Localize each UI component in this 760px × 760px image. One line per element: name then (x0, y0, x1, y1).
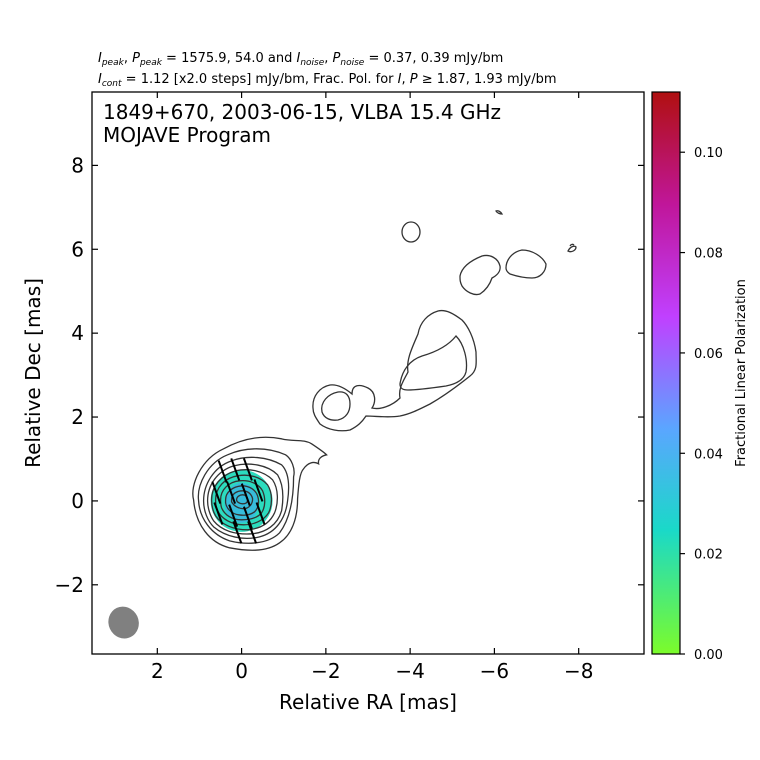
y-axis: −2 0 2 4 6 8 (55, 153, 644, 597)
evpa-vector (242, 458, 253, 481)
jet-blob-2 (505, 249, 547, 279)
colorbar-tick-label: 0.10 (694, 146, 723, 161)
y-axis-label: Relative Dec [mas] (21, 278, 45, 468)
x-tick-label: 0 (235, 659, 248, 683)
restoring-beam (108, 606, 139, 639)
evpa-vector (213, 502, 224, 525)
jet-blob-3 (401, 221, 421, 243)
evpa-vector (242, 506, 253, 530)
header-line-1: Ipeak, Ppeak = 1575.9, 54.0 and Inoise, … (98, 51, 503, 68)
evpa-vector (211, 481, 222, 504)
plot-frame (91, 91, 645, 655)
colorbar-tick-label: 0.02 (694, 548, 723, 563)
colorbar-tick-label: 0.04 (694, 447, 723, 462)
colorbar-tick-label: 0.08 (694, 247, 723, 262)
x-tick-label: −4 (395, 659, 424, 683)
x-axis: 2 0 −2 −4 −6 −8 (151, 92, 593, 683)
plot-title-line-1: 1849+670, 2003-06-15, VLBA 15.4 GHz (103, 100, 501, 124)
evpa-vector (228, 504, 239, 527)
plot-area: 1849+670, 2003-06-15, VLBA 15.4 GHz MOJA… (91, 91, 645, 655)
header-line-2: Icont = 1.12 [x2.0 steps] mJy/bm, Frac. … (98, 72, 557, 89)
jet-blob-1 (459, 254, 501, 296)
x-tick-label: −2 (311, 659, 340, 683)
x-tick-label: −8 (564, 659, 593, 683)
y-tick-label: 4 (71, 321, 84, 345)
colorbar-tick-label: 0.00 (694, 648, 723, 663)
jet-blob-5 (567, 243, 577, 253)
evpa-vectors (211, 458, 266, 544)
y-tick-label: 6 (71, 237, 84, 261)
evpa-vector (247, 521, 258, 544)
jet-contour-inner-2 (399, 335, 468, 391)
evpa-vector (230, 458, 241, 481)
jet-contour-inner-1 (321, 391, 351, 421)
evpa-vector (253, 479, 264, 502)
jet-contour-mid (312, 309, 477, 432)
x-axis-label: Relative RA [mas] (279, 690, 457, 714)
evpa-vector (232, 521, 243, 544)
evpa-vector (226, 481, 236, 504)
y-tick-label: 2 (71, 405, 84, 429)
jet-blob-4 (495, 210, 504, 215)
evpa-vector (217, 460, 228, 483)
colorbar (651, 91, 681, 655)
x-tick-label: −6 (480, 659, 509, 683)
y-tick-label: −2 (55, 573, 84, 597)
y-tick-label: 0 (71, 489, 84, 513)
evpa-vector (255, 502, 266, 525)
plot-title-line-2: MOJAVE Program (103, 123, 271, 147)
colorbar-label: Fractional Linear Polarization (734, 279, 749, 467)
evpa-vector (240, 483, 251, 506)
colorbar-ticks: 0.00 0.02 0.04 0.06 0.08 0.10 (680, 146, 723, 663)
colorbar-tick-label: 0.06 (694, 347, 723, 362)
x-tick-label: 2 (151, 659, 164, 683)
y-tick-label: 8 (71, 153, 84, 177)
